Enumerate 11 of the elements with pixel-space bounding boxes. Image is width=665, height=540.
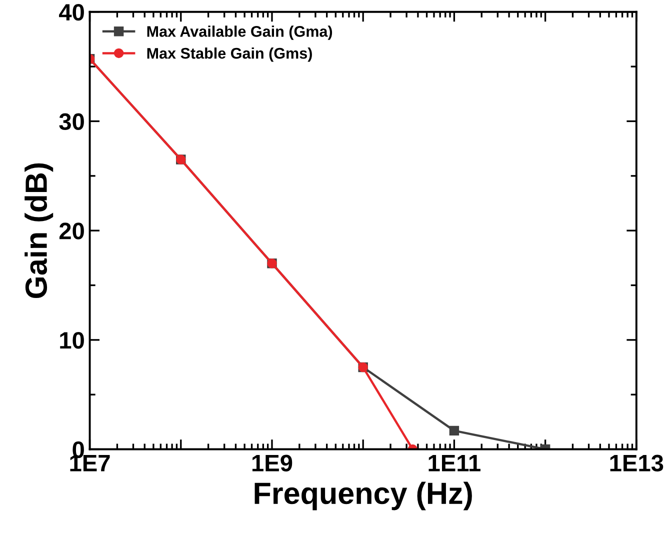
x-tick-label: 1E13 — [610, 454, 664, 472]
y-tick-label: 20 — [59, 222, 84, 240]
y-tick-label: 10 — [60, 332, 84, 349]
legend-label: Max Stable Gain (Gms) — [147, 48, 312, 62]
x-tick-label: 1E9 — [252, 454, 292, 472]
y-tick-label: 40 — [59, 4, 84, 21]
x-tick-label: 1E11 — [428, 455, 480, 472]
y-axis-title: Gain (dB) — [24, 163, 54, 298]
legend-label: Max Available Gain (Gma) — [147, 26, 332, 40]
y-tick-label: 30 — [59, 113, 84, 130]
x-axis-title: Frequency (Hz) — [254, 482, 472, 510]
